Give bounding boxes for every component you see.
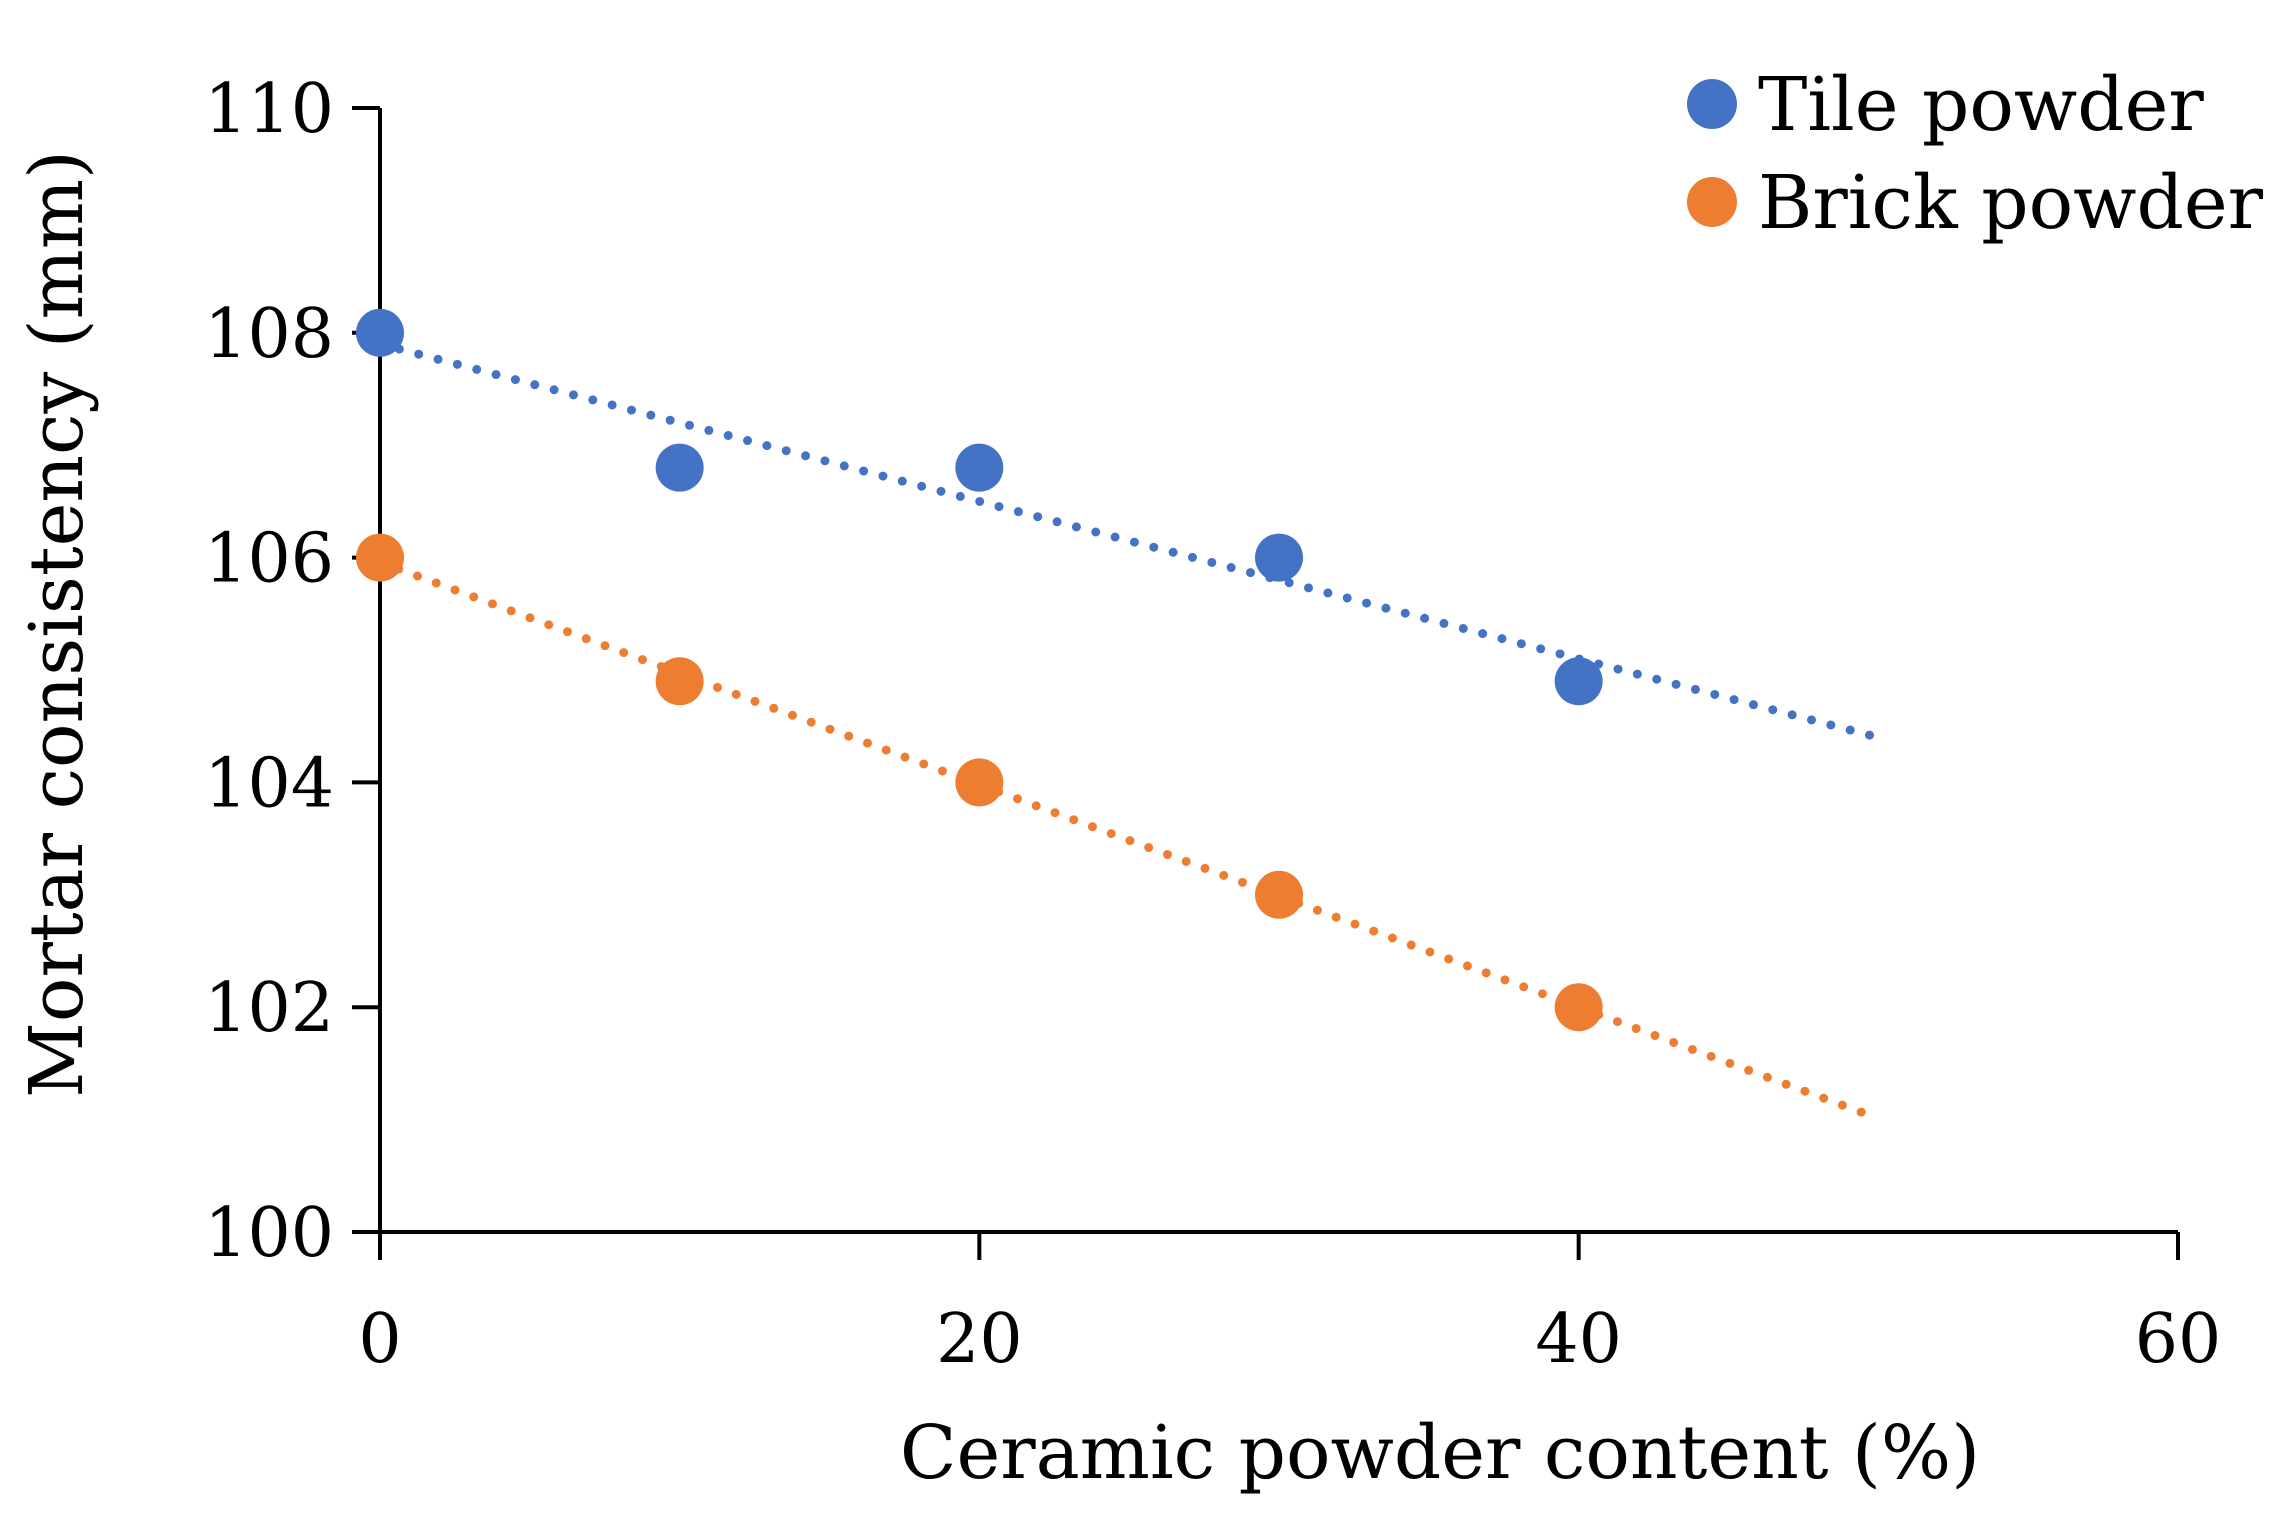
x-tick-label: 40	[1535, 1300, 1622, 1379]
point-brick-powder	[1255, 870, 1303, 919]
y-axis-title: Mortar consistency (mm)	[14, 150, 100, 1098]
trendlines	[375, 339, 1883, 1123]
axis-ticks: 100 102 104 106 108 110 0 20 40 60	[204, 70, 2221, 1379]
y-tick-label: 106	[204, 520, 334, 599]
point-tile-powder	[1255, 533, 1303, 582]
x-tick-label: 0	[358, 1300, 401, 1379]
point-brick-powder	[1554, 983, 1603, 1032]
x-tick-label: 20	[936, 1300, 1023, 1379]
legend: Tile powder Brick powder	[1687, 62, 2264, 246]
legend-label-brick-powder: Brick powder	[1758, 160, 2264, 246]
y-tick-label: 110	[204, 70, 334, 149]
axes	[352, 108, 2178, 1234]
point-tile-powder	[955, 443, 1004, 492]
trendline-brick-powder	[375, 557, 1883, 1123]
legend-label-tile-powder: Tile powder	[1758, 62, 2204, 148]
y-tick-label: 104	[204, 744, 334, 823]
y-tick-label: 102	[204, 969, 334, 1048]
legend-marker-tile-powder	[1687, 79, 1737, 129]
y-tick-label: 108	[204, 295, 334, 374]
legend-marker-brick-powder	[1687, 177, 1737, 227]
point-brick-powder	[356, 533, 404, 582]
point-tile-powder	[1554, 657, 1603, 706]
point-brick-powder	[955, 758, 1004, 807]
point-brick-powder	[655, 657, 704, 706]
point-tile-powder	[655, 443, 704, 492]
trendline-tile-powder	[375, 339, 1883, 742]
x-axis-title: Ceramic powder content (%)	[900, 1410, 1980, 1496]
x-tick-label: 60	[2135, 1300, 2222, 1379]
point-tile-powder	[356, 308, 404, 357]
data-points	[356, 308, 1603, 1032]
y-tick-label: 100	[204, 1194, 334, 1273]
